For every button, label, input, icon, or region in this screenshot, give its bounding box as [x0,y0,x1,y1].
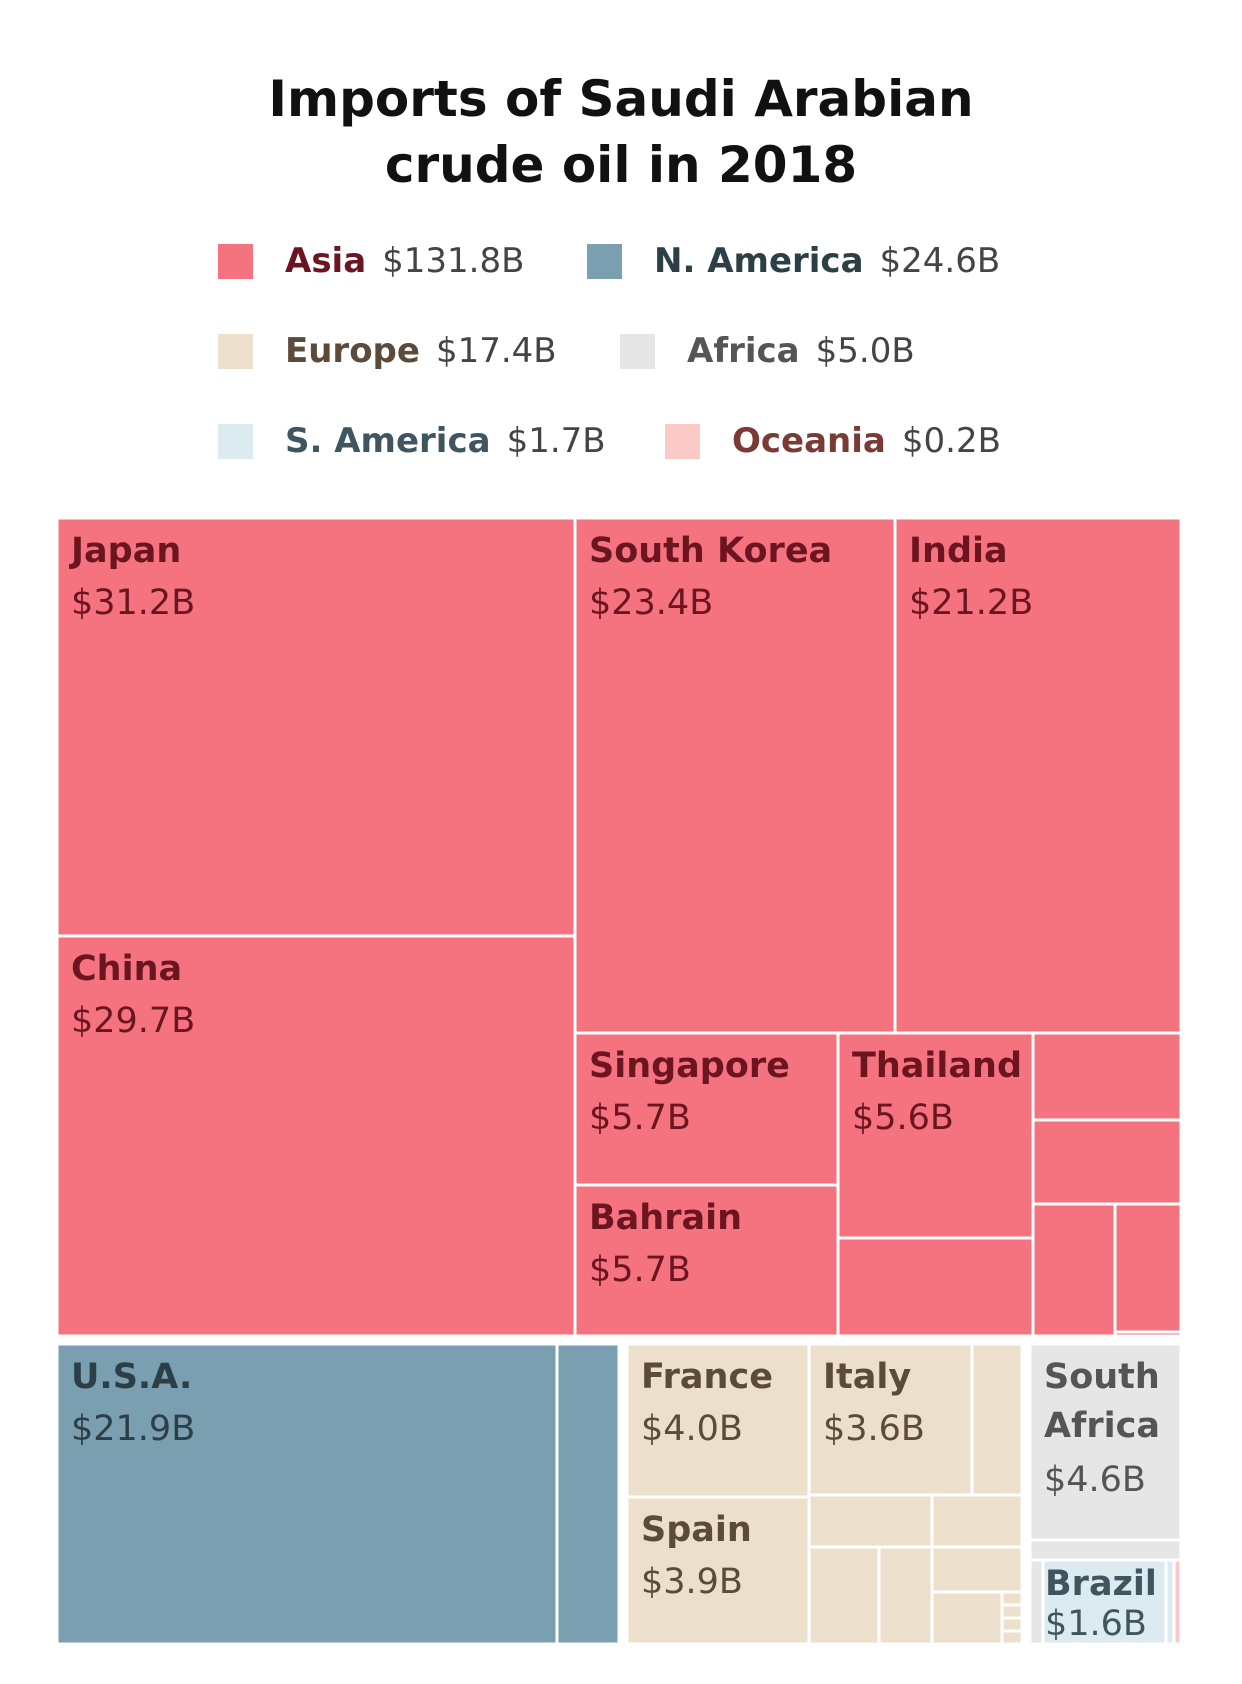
legend-region-value: $17.4B [435,331,557,371]
treemap-cell-brazil [1041,1558,1168,1646]
treemap-cell-spain [625,1495,811,1646]
cell-name-label: Singapore [589,1046,790,1086]
treemap-cell-thailand [836,1031,1035,1240]
legend-item-africa: Africa $5.0B [620,326,915,376]
legend-swatch-asia [218,243,253,279]
treemap-cell-europe-minor [1000,1603,1024,1620]
cell-name-label: Bahrain [589,1198,742,1238]
legend-item-n-america: N. America $24.6B [587,236,1000,286]
treemap-cell-europe-minor [930,1545,1024,1594]
cell-value-label: $21.2B [909,583,1033,623]
chart-title-line-2: crude oil in 2018 [384,136,858,194]
cell-value-label: $29.7B [71,1001,195,1041]
treemap-cell-europe-minor [807,1545,881,1646]
treemap-cell-africa-minor [1028,1538,1183,1562]
legend-region-name: Europe [285,331,420,371]
chart-title: Imports of Saudi Arabian crude oil in 20… [0,66,1242,198]
legend-item-s-america: S. America $1.7B [218,416,606,466]
treemap-cell-south-africa [1028,1342,1183,1542]
treemap-cell-europe-minor [877,1545,934,1646]
treemap-cell-asia-minor [1031,1031,1183,1122]
treemap-cell-u-s-a [55,1342,559,1646]
treemap-cell-china [55,934,577,1338]
legend-swatch-s-america [218,423,253,459]
cell-name-label: Japan [69,531,181,571]
legend-region-name: S. America [285,421,491,461]
treemap-cell-europe-minor [807,1493,934,1549]
treemap-cell-oceania-minor [1172,1558,1183,1646]
legend-region-value: $131.8B [382,241,525,281]
treemap-cell-japan [55,516,577,938]
treemap-cell-n-america-minor [555,1342,621,1646]
legend-swatch-oceania [665,423,700,459]
legend-swatch-europe [218,333,253,369]
cell-value-label: $5.6B [852,1098,954,1138]
legend-region-value: $5.0B [815,331,915,371]
cell-name-label: U.S.A. [71,1357,192,1397]
cell-value-label: $3.6B [823,1409,925,1449]
treemap-cell-europe-minor [930,1590,1004,1646]
legend-region-value: $1.7B [506,421,606,461]
cell-value-label: $4.6B [1044,1460,1146,1500]
cell-name-label: Africa [1044,1406,1160,1446]
treemap-cell-italy [807,1342,974,1497]
treemap-cell-asia-minor [1113,1330,1183,1338]
treemap-cell-europe-minor [970,1342,1024,1497]
cell-value-label: $23.4B [589,583,713,623]
cell-name-label: Brazil [1045,1564,1157,1604]
cell-value-label: $31.2B [71,583,195,623]
legend-item-oceania: Oceania $0.2B [665,416,1001,466]
legend-swatch-n-america [587,243,622,279]
legend-region-name: Africa [687,331,800,371]
cell-name-label: South [1044,1357,1160,1397]
treemap-cell-asia-minor [1031,1202,1117,1338]
cell-value-label: $21.9B [71,1409,195,1449]
treemap-cell-india [893,516,1183,1035]
cell-name-label: South Korea [589,531,832,571]
treemap-cell-asia-minor [1113,1202,1183,1334]
cell-value-label: $5.7B [589,1098,691,1138]
cell-name-label: China [71,949,182,989]
treemap-cell-asia-minor [836,1236,1035,1338]
legend-region-name: N. America [654,241,864,281]
chart-title-line-1: Imports of Saudi Arabian [268,70,974,128]
cell-name-label: India [909,531,1008,571]
cell-name-label: Italy [823,1357,911,1397]
legend-region-value: $0.2B [901,421,1001,461]
legend-swatch-africa [620,333,655,369]
legend-region-name: Asia [285,241,367,281]
cell-value-label: $4.0B [641,1409,743,1449]
legend-region-name: Oceania [732,421,886,461]
treemap-cell-asia-minor [1031,1118,1183,1206]
treemap-cell-europe-minor [1000,1629,1024,1646]
cell-name-label: Spain [641,1510,752,1550]
cell-value-label: $3.9B [641,1562,743,1602]
treemap-cell-europe-minor [1000,1616,1024,1633]
treemap-cell-bahrain [573,1183,840,1338]
treemap-cell-south-korea [573,516,897,1035]
treemap-cell-africa-minor [1028,1558,1045,1646]
cell-name-label: Thailand [852,1046,1022,1086]
legend-item-asia: Asia $131.8B [218,236,524,286]
treemap-cell-europe-minor [1000,1590,1024,1607]
legend-item-europe: Europe $17.4B [218,326,557,376]
cell-value-label: $5.7B [589,1250,691,1290]
cell-name-label: France [641,1357,773,1397]
cell-value-label: $1.6B [1045,1604,1147,1644]
legend-region-value: $24.6B [879,241,1001,281]
treemap-cell-europe-minor [930,1493,1024,1549]
